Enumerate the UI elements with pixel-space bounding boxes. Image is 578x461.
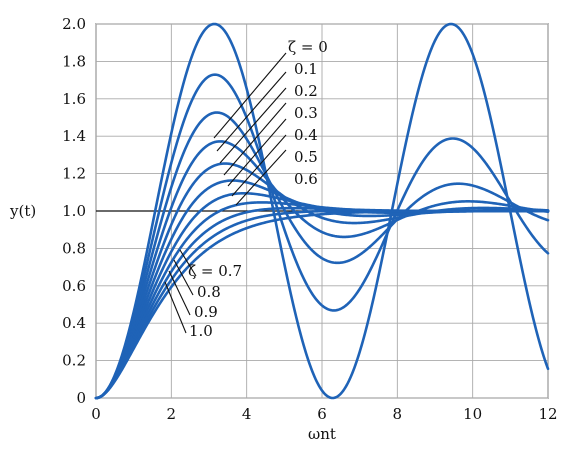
y-tick-label: 0.4 [62, 314, 86, 332]
x-axis-label: ωnt [308, 425, 336, 443]
y-tick-label: 1.8 [62, 52, 86, 70]
y-axis-label: y(t) [9, 202, 36, 220]
underdamped-leader-line [231, 134, 287, 197]
series-line-zeta-0 [94, 22, 550, 400]
y-tick-label: 0.8 [62, 239, 86, 257]
underdamped-label: 0.6 [294, 170, 318, 188]
damped-leader-line [173, 259, 194, 296]
underdamped-leader-line [213, 52, 287, 139]
x-tick-label: 2 [167, 405, 177, 423]
y-tick-label: 0.2 [62, 352, 86, 370]
damped-label: ζ = 0.7 [188, 262, 242, 280]
underdamped-label: 0.1 [294, 60, 318, 78]
series-line-zeta-0-3 [94, 140, 550, 400]
underdamped-leader-line [227, 118, 287, 187]
x-tick-label: 8 [393, 405, 403, 423]
y-tick-label: 1.2 [62, 165, 86, 183]
damped-leader-line [179, 249, 197, 277]
underdamped-label: 0.4 [294, 126, 318, 144]
y-tick-label: 2.0 [62, 15, 86, 33]
x-tick-label: 6 [317, 405, 327, 423]
series-line-zeta-0-4 [94, 162, 550, 400]
damped-label: 1.0 [189, 322, 213, 340]
x-tick-label: 0 [91, 405, 101, 423]
x-tick-label: 12 [538, 405, 557, 423]
underdamped-label: 0.5 [294, 148, 318, 166]
y-tick-label: 1.4 [62, 127, 86, 145]
underdamped-leader-line [219, 87, 287, 164]
y-tick-label: 0 [76, 389, 86, 407]
underdamped-leader-line [223, 102, 287, 176]
damped-leader-line [164, 281, 187, 334]
series-line-zeta-0-1 [94, 73, 550, 400]
y-tick-label: 0.6 [62, 277, 86, 295]
y-tick-label: 1.0 [62, 202, 86, 220]
damped-leader-line [168, 270, 191, 316]
series-line-zeta-1 [94, 209, 550, 400]
underdamped-leader-line [235, 149, 287, 206]
y-tick-label: 1.6 [62, 90, 86, 108]
plot-layer: 0 2 4 6 8 10 12 0 0.2 0.4 0.6 0.8 1.0 1.2 1.4 1.6 1.8 2.0… [9, 15, 558, 443]
series-line-zeta-0-2 [94, 111, 550, 400]
damped-label: 0.9 [194, 303, 218, 321]
x-tick-label: 4 [242, 405, 252, 423]
underdamped-leader-line [216, 71, 287, 152]
underdamped-label: 0.2 [294, 82, 318, 100]
underdamped-label: ζ = 0 [288, 38, 328, 56]
x-tick-label: 10 [463, 405, 482, 423]
damped-label: 0.8 [197, 283, 221, 301]
underdamped-label: 0.3 [294, 104, 318, 122]
